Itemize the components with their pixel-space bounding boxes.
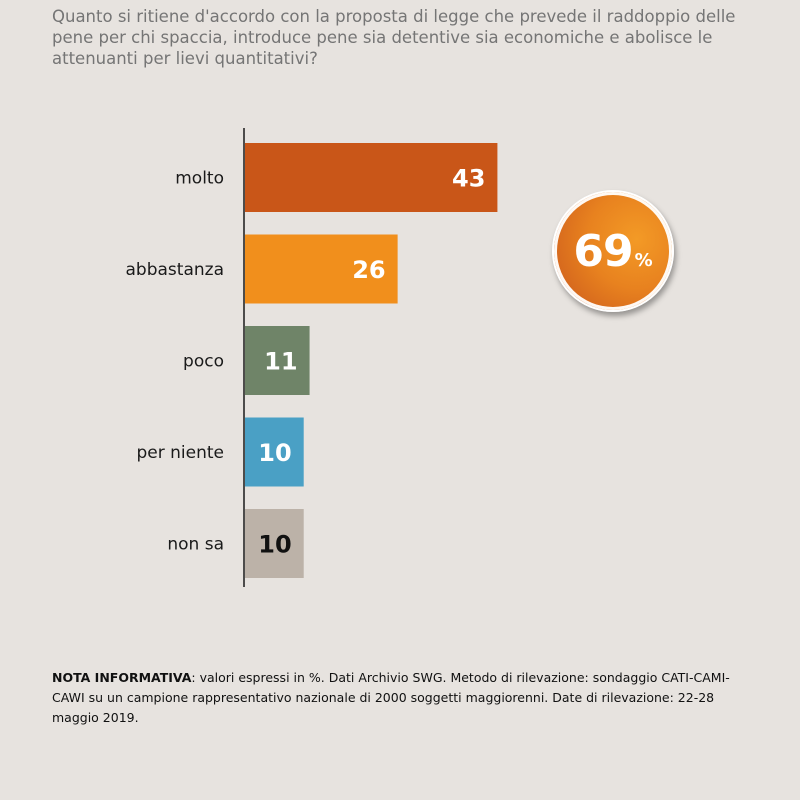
info-note-text: : valori espressi in %. Dati Archivio SW… xyxy=(52,670,730,725)
value-label: 26 xyxy=(352,256,385,284)
value-label: 43 xyxy=(452,165,485,193)
category-label: poco xyxy=(183,352,224,372)
bar-poco xyxy=(245,326,310,395)
summary-badge-unit: % xyxy=(634,249,653,271)
bar-per-niente xyxy=(245,417,304,487)
category-label: non sa xyxy=(167,535,224,555)
bar-abbastanza xyxy=(245,234,398,304)
summary-badge: 69 % xyxy=(552,190,674,312)
value-label: 10 xyxy=(258,531,291,559)
bar-non-sa xyxy=(245,509,304,578)
category-label: per niente xyxy=(137,443,225,463)
value-label: 10 xyxy=(258,439,291,467)
bar-molto xyxy=(245,143,498,212)
question-title: Quanto si ritiene d'accordo con la propo… xyxy=(52,7,736,68)
info-note: NOTA INFORMATIVA: valori espressi in %. … xyxy=(52,668,762,728)
summary-badge-value: 69 xyxy=(573,225,633,277)
category-label: abbastanza xyxy=(126,260,224,280)
info-note-label: NOTA INFORMATIVA xyxy=(52,670,192,685)
value-label: 11 xyxy=(264,348,297,376)
category-label: molto xyxy=(175,169,224,189)
